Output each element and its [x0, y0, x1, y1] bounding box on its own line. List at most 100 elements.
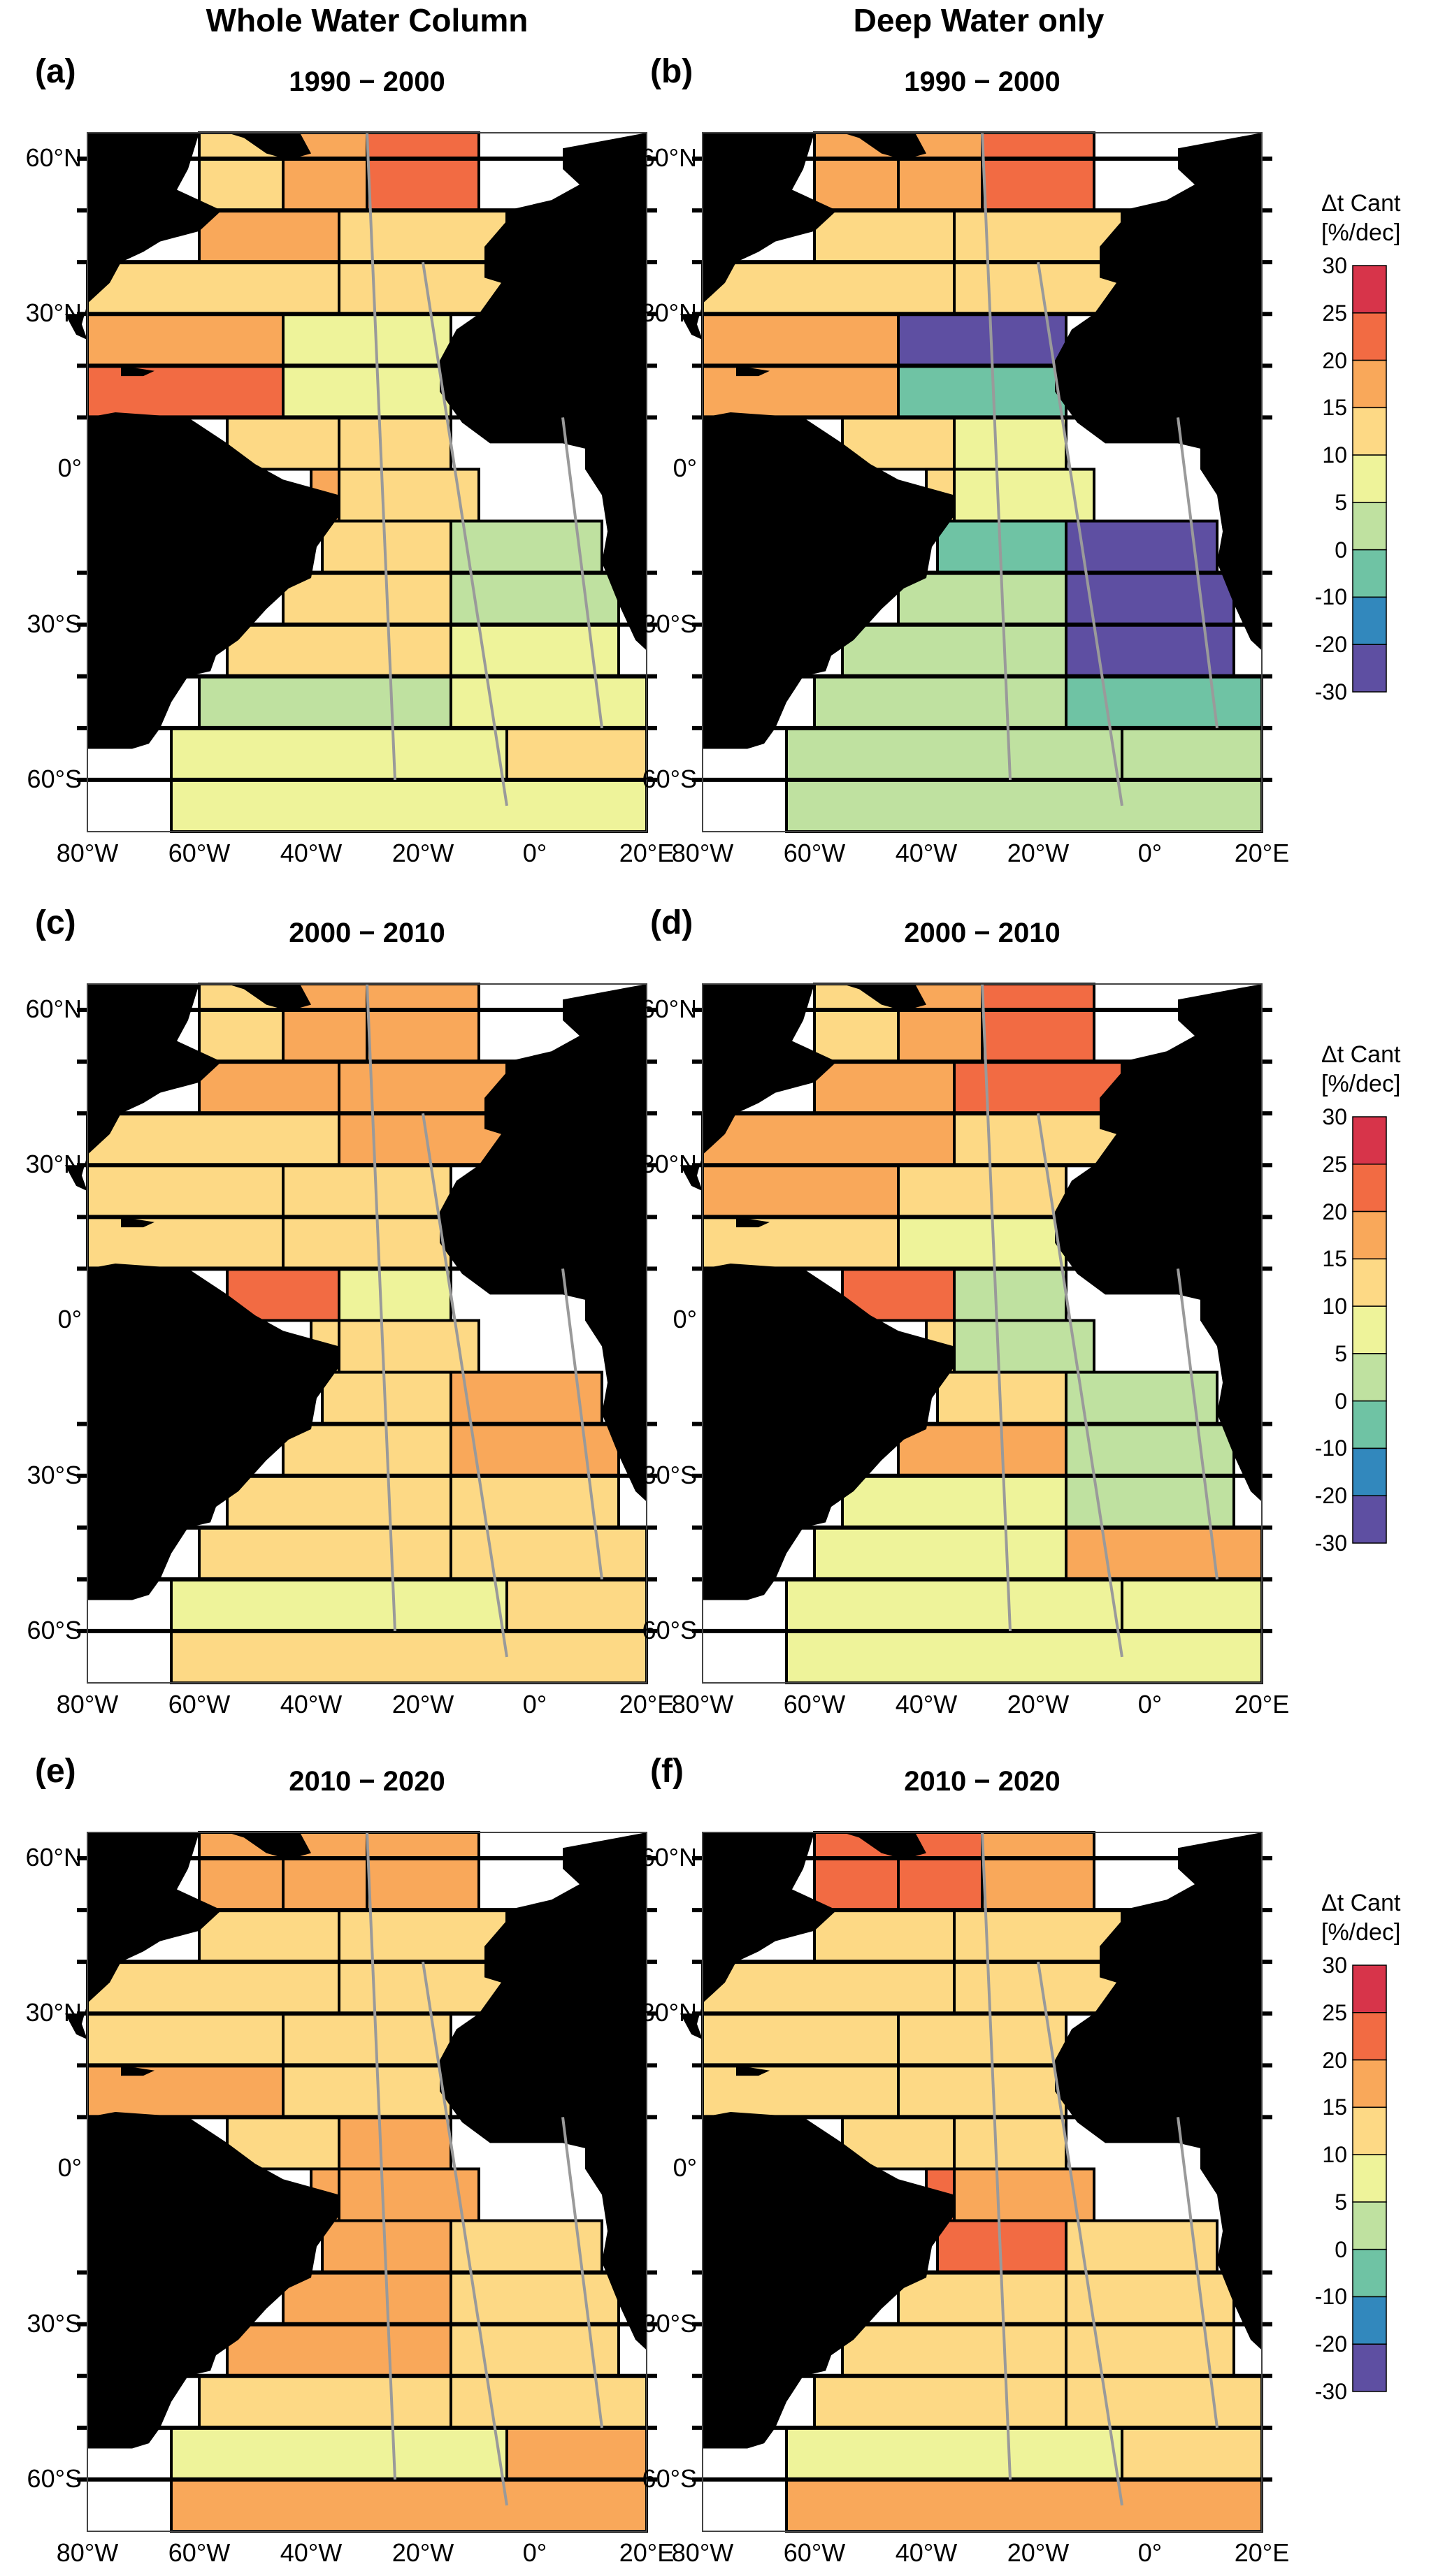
region-box-d-0-2 [981, 983, 1095, 1064]
colorbar-swatch [1352, 2248, 1387, 2298]
region-box-f-10-1 [1065, 2374, 1263, 2429]
lat-label: 0° [57, 2153, 82, 2183]
lon-label: 40°W [895, 2538, 958, 2567]
lon-label: 60°W [168, 839, 231, 867]
region-box-d-4-0 [701, 1215, 900, 1271]
map-panel-c [31, 983, 657, 1684]
lon-label: 0° [1137, 839, 1163, 867]
land-mass-1 [842, 133, 926, 160]
cruise-track [981, 132, 1012, 781]
colorbar-tick: -20 [1314, 2331, 1347, 2357]
region-box-f-4-1 [897, 2064, 1067, 2119]
map-frame [87, 132, 647, 832]
lat-label: 60°S [27, 764, 82, 793]
panel-label-f: (f) [650, 1753, 684, 1790]
lon-label: 80°W [671, 1690, 734, 1718]
region-box-b-3-1 [897, 312, 1067, 368]
lat-label: 30°S [642, 1460, 697, 1489]
lon-label: 20°W [1007, 839, 1070, 867]
lon-label: 80°W [671, 839, 734, 867]
lon-label: 20°W [391, 1690, 454, 1718]
land-mass-3 [87, 2112, 339, 2449]
region-box-f-1-1 [953, 1909, 1123, 1964]
colorbar-swatch [1352, 2201, 1387, 2250]
map-frame [702, 1832, 1263, 2532]
cruise-track [981, 1832, 1012, 2480]
lat-label: 30°S [642, 609, 697, 638]
lat-label: 0° [57, 454, 82, 483]
lon-label: 40°W [895, 1690, 958, 1718]
lon-label: 20°W [1007, 1690, 1070, 1718]
map-frame [87, 1832, 647, 2532]
cruise-track [422, 1113, 508, 1658]
region-box-f-1-0 [813, 1909, 956, 1964]
region-box-d-3-0 [701, 1164, 900, 1219]
region-box-c-11-0 [170, 1577, 508, 1633]
land-mass-0 [31, 133, 222, 340]
colorbar-tick: 25 [1322, 300, 1347, 326]
colorbar-swatch [1352, 2296, 1387, 2345]
lat-label: 60°N [640, 1843, 697, 1872]
region-box-b-10-1 [1065, 674, 1263, 730]
region-box-f-11-1 [1121, 2426, 1263, 2481]
lon-label: 20°E [1234, 839, 1290, 867]
colorbar-swatch [1352, 312, 1387, 361]
region-box-b-1-0 [813, 209, 956, 264]
colorbar-tick: 5 [1335, 489, 1347, 515]
cruise-track [561, 1268, 603, 1580]
region-box-b-4-1 [897, 364, 1067, 419]
cruise-track [366, 983, 396, 1632]
colorbar [1352, 265, 1387, 693]
lat-label: 60°S [642, 764, 697, 793]
region-box-c-1-1 [338, 1060, 508, 1115]
region-box-a-2-0 [86, 261, 340, 316]
panel-label-d: (d) [650, 904, 693, 941]
cruise-track [366, 1832, 396, 2480]
lon-label: 40°W [280, 2538, 343, 2567]
colorbar-tick: 0 [1335, 1388, 1347, 1414]
panel-label-e: (e) [35, 1753, 76, 1790]
land-mass-1 [842, 984, 926, 1011]
lat-label: 30°N [640, 1150, 697, 1179]
lon-label: 20°E [619, 2538, 675, 2567]
lon-label: 0° [1137, 2538, 1163, 2567]
lon-label: 80°W [56, 839, 119, 867]
land-mass-0 [31, 984, 222, 1192]
lon-label: 20°W [1007, 2538, 1070, 2567]
region-box-f-3-1 [897, 2012, 1067, 2067]
region-box-a-12-0 [170, 778, 648, 833]
land-mass-3 [703, 1264, 954, 1600]
colorbar-swatch [1352, 2106, 1387, 2155]
lat-label: 60°N [640, 994, 697, 1024]
cruise-track [981, 983, 1012, 1632]
region-box-a-10-1 [450, 674, 648, 730]
region-box-e-1-0 [198, 1909, 340, 1964]
lat-label: 60°S [642, 2463, 697, 2493]
region-box-d-1-1 [953, 1060, 1123, 1115]
lon-label: 60°W [168, 1690, 231, 1718]
region-box-d-5-1 [953, 1267, 1067, 1322]
colorbar-swatch [1352, 1258, 1387, 1307]
region-box-a-10-0 [198, 674, 452, 730]
region-box-d-4-1 [897, 1215, 1067, 1271]
colorbar-tick: 10 [1322, 442, 1347, 468]
colorbar [1352, 1964, 1387, 2392]
region-box-a-5-1 [338, 416, 452, 471]
region-box-b-2-0 [701, 261, 956, 316]
region-box-a-4-0 [86, 364, 285, 419]
colorbar-swatch [1352, 407, 1387, 456]
region-box-e-4-1 [282, 2064, 452, 2119]
panel-label-c: (c) [35, 904, 76, 941]
panel-label-b: (b) [650, 53, 693, 90]
region-box-b-9-0 [841, 623, 1067, 678]
lat-label: 30°S [642, 2308, 697, 2338]
land-mass-3 [87, 412, 339, 749]
colorbar-tick: -20 [1314, 632, 1347, 658]
colorbar-swatch [1352, 2343, 1387, 2392]
cruise-track [1177, 417, 1218, 729]
panel-period-f: 2010 − 2020 [904, 1766, 1061, 1797]
region-box-d-11-1 [1121, 1577, 1263, 1633]
colorbar-swatch [1352, 265, 1387, 314]
land-mass-4 [121, 1217, 154, 1228]
colorbar-tick: 20 [1322, 347, 1347, 373]
